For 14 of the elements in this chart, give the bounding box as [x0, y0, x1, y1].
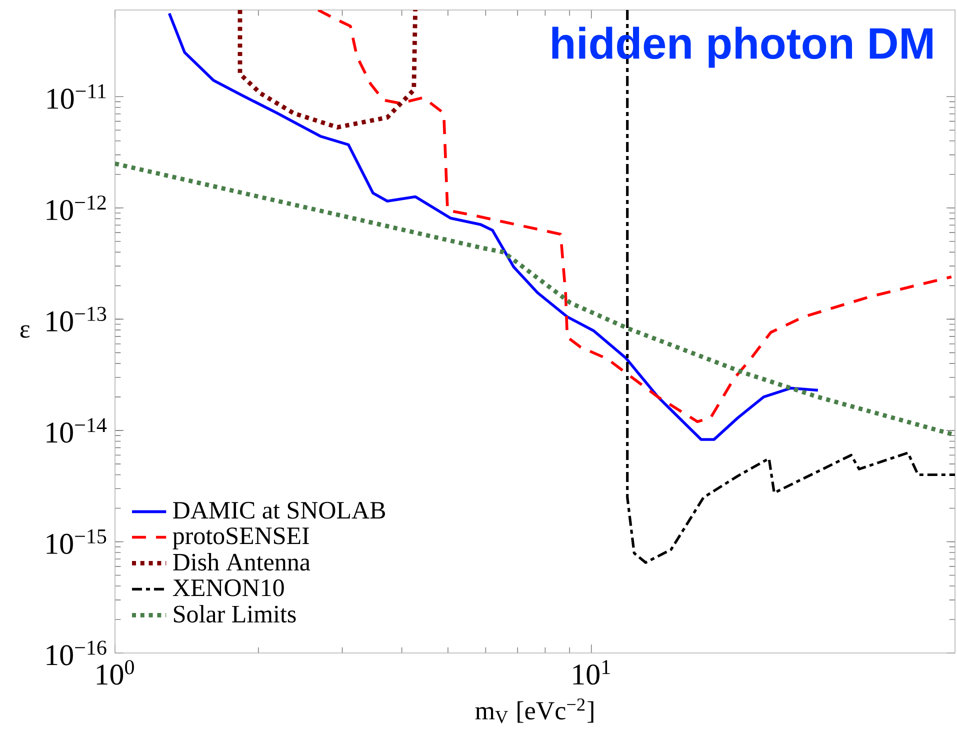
y-tick-label: 10$^{−11}$ — [48, 84, 106, 109]
x-axis-title: m$_{V}$ [eVc$^{−2}$] — [475, 698, 594, 724]
y-tick-label: 10$^{−12}$ — [46, 196, 106, 220]
legend-label: XENON10 — [172, 579, 284, 596]
y-tick-label: 10$^{−15}$ — [46, 529, 106, 554]
annotation: hidden photon DM — [552, 26, 932, 68]
legend-label: protoSENSEI — [172, 527, 309, 550]
y-tick-label: 10$^{−14}$ — [46, 418, 107, 443]
x-tick-label: 10$^{1}$ — [573, 660, 610, 685]
legend-label: DAMIC at SNOLAB — [173, 502, 386, 519]
y-axis-title: ε — [20, 325, 30, 338]
legend-label: Solar Limits — [174, 604, 296, 623]
legend-label: Dish Antenna — [173, 553, 310, 571]
y-tick-label: 10$^{−13}$ — [46, 306, 106, 332]
